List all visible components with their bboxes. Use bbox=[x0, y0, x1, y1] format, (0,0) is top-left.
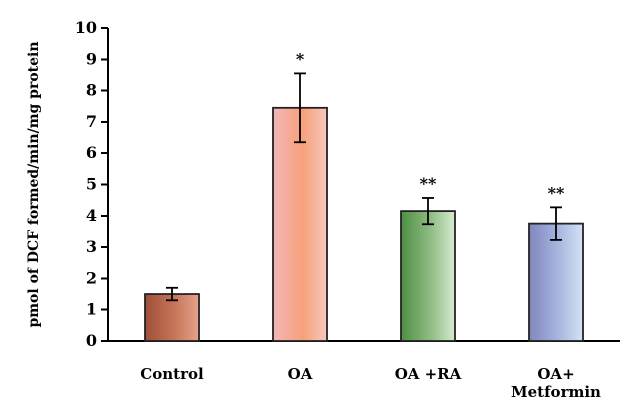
y-tick-label-6: 6 bbox=[86, 143, 97, 162]
y-tick-label-2: 2 bbox=[86, 268, 97, 287]
significance-label-2: ** bbox=[420, 174, 437, 193]
x-category-label-3-0: OA+ bbox=[537, 365, 574, 383]
y-tick-label-5: 5 bbox=[86, 175, 97, 194]
x-category-label-2-0: OA +RA bbox=[395, 365, 462, 383]
x-category-label-0-0: Control bbox=[140, 365, 204, 383]
y-tick-label-1: 1 bbox=[86, 300, 97, 319]
bar-1 bbox=[272, 106, 328, 342]
bar-3 bbox=[528, 222, 584, 342]
y-tick-label-10: 10 bbox=[75, 18, 97, 37]
chart-layer: 0 1 2 3 4 5 6 7 8 9 10 pmol of DCF formed/min/mg pr… bbox=[26, 18, 620, 401]
y-tick-label-4: 4 bbox=[86, 206, 97, 225]
y-tick-label-3: 3 bbox=[86, 237, 97, 256]
bar-0 bbox=[144, 293, 200, 342]
bar-2 bbox=[400, 210, 456, 342]
y-tick-label-9: 9 bbox=[86, 49, 97, 68]
significance-label-1: * bbox=[296, 49, 305, 68]
y-tick-label-0: 0 bbox=[86, 331, 97, 350]
y-tick-label-8: 8 bbox=[86, 81, 97, 100]
y-tick-label-7: 7 bbox=[86, 112, 97, 131]
significance-label-3: ** bbox=[548, 183, 565, 202]
x-category-label-3-1: Metformin bbox=[511, 383, 601, 401]
x-category-label-1-0: OA bbox=[288, 365, 313, 383]
y-axis-label: pmol of DCF formed/min/mg protein bbox=[26, 41, 42, 327]
